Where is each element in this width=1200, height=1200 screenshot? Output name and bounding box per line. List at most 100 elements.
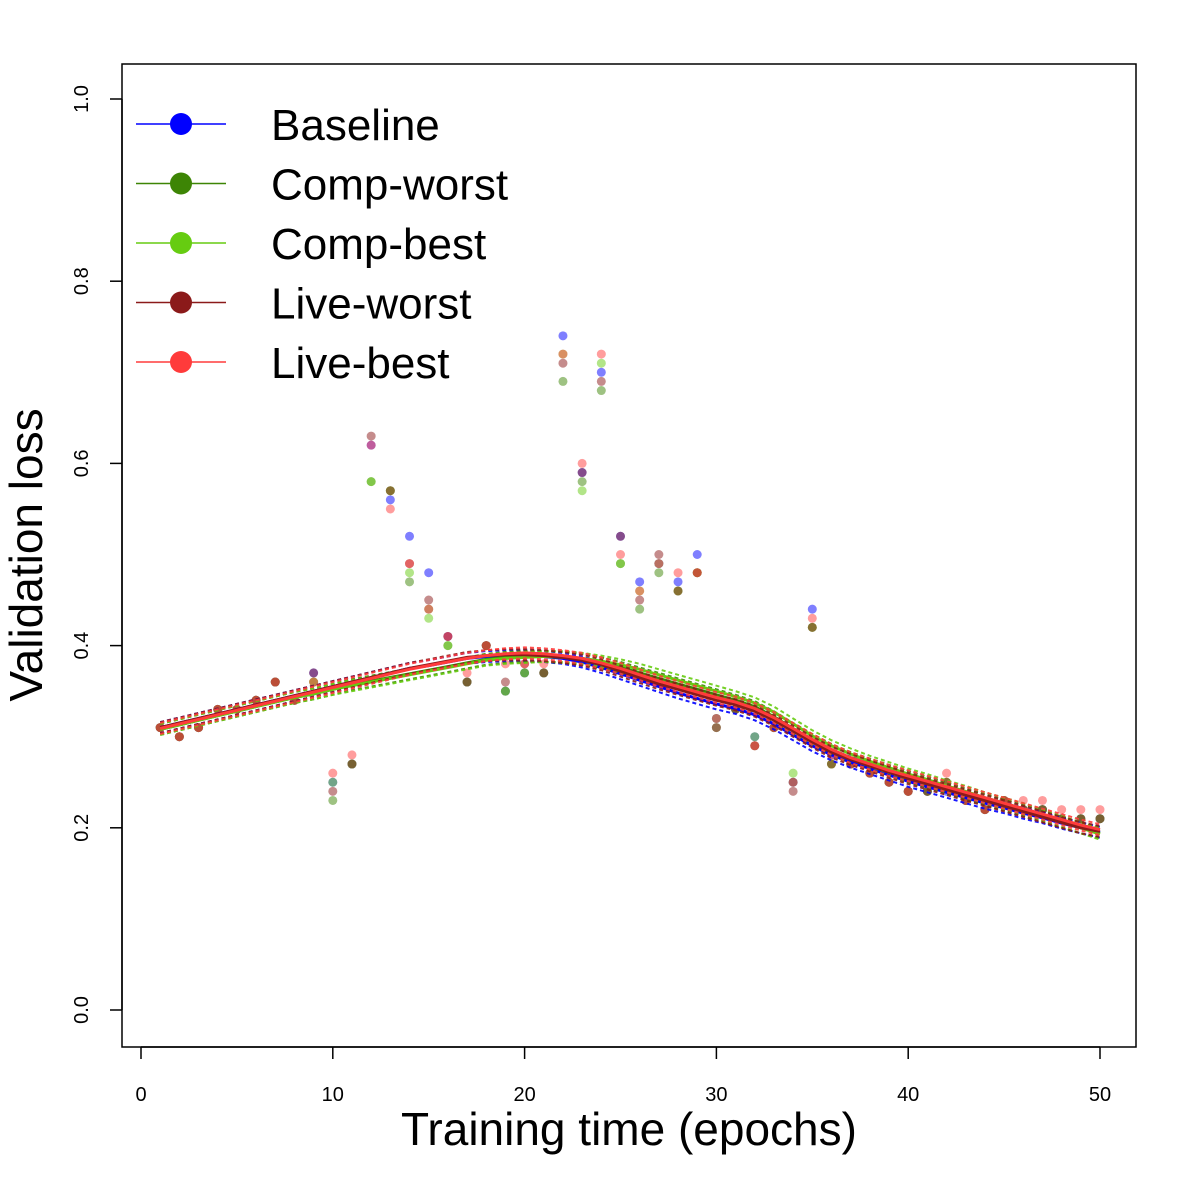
confidence-band-line <box>159 646 1101 826</box>
x-tick-label: 30 <box>705 1084 727 1106</box>
data-point <box>443 641 453 651</box>
x-tick-label: 50 <box>1089 1084 1111 1106</box>
legend-marker <box>170 172 192 195</box>
data-point <box>596 376 606 386</box>
confidence-band-line <box>159 660 1101 839</box>
data-point <box>692 568 702 578</box>
y-tick-label: 0.4 <box>71 632 93 660</box>
data-point <box>635 586 645 596</box>
data-point <box>616 559 625 569</box>
data-point <box>558 331 568 341</box>
data-point <box>385 504 395 514</box>
data-point <box>405 531 415 541</box>
data-point <box>366 431 376 441</box>
legend-label: Live-worst <box>271 280 472 329</box>
data-point <box>577 458 587 468</box>
legend-entry-live-worst: Live-worst <box>136 280 472 329</box>
legend-marker <box>170 113 192 135</box>
data-point <box>577 486 587 496</box>
y-tick-label: 0.0 <box>71 996 93 1024</box>
data-point <box>596 349 606 359</box>
confidence-band-line <box>159 657 1101 837</box>
data-point <box>347 759 357 769</box>
data-point <box>635 577 645 587</box>
y-axis-title: Validation loss <box>0 408 52 701</box>
data-point <box>635 604 645 614</box>
data-point <box>807 613 817 623</box>
x-tick-label: 20 <box>513 1084 535 1106</box>
data-point <box>520 668 530 678</box>
data-point <box>750 732 760 742</box>
data-point <box>1057 805 1067 815</box>
data-point <box>596 386 606 396</box>
data-point <box>577 477 587 487</box>
data-point <box>654 559 664 569</box>
data-point <box>481 641 491 651</box>
data-point <box>1076 805 1086 815</box>
data-point <box>424 568 434 578</box>
data-point <box>903 786 913 796</box>
y-axis: 0.0 0.2 0.4 0.6 0.8 1.0 <box>71 85 123 1024</box>
y-tick-label: 0.2 <box>71 814 93 842</box>
legend-label: Comp-best <box>271 220 486 269</box>
data-point <box>1095 805 1105 815</box>
data-point <box>424 613 434 623</box>
legend-marker <box>170 291 192 314</box>
data-point <box>788 777 798 787</box>
data-point <box>328 768 338 778</box>
data-point <box>328 786 338 796</box>
data-point <box>405 568 415 578</box>
legend-label: Comp-worst <box>271 161 508 210</box>
legend-label: Live-best <box>271 339 450 388</box>
data-point <box>443 631 453 641</box>
data-point <box>405 577 415 587</box>
data-point <box>884 777 894 787</box>
data-point <box>309 668 319 678</box>
data-point <box>692 550 702 559</box>
data-point <box>942 768 952 778</box>
data-point <box>807 622 817 632</box>
data-point <box>405 559 415 569</box>
confidence-band-line <box>159 648 1101 827</box>
trend-line <box>159 651 1101 832</box>
y-tick-label: 0.8 <box>71 267 93 295</box>
legend: Baseline Comp-worst Comp-best Live-worst Liv… <box>136 101 508 388</box>
data-point <box>711 723 721 733</box>
data-point <box>174 732 184 742</box>
data-point <box>366 440 376 450</box>
legend-entry-comp-best: Comp-best <box>136 220 486 269</box>
data-point <box>616 550 625 559</box>
data-point <box>654 550 664 559</box>
data-point <box>539 668 549 678</box>
data-point <box>1018 795 1028 805</box>
legend-entry-baseline: Baseline <box>136 101 440 150</box>
data-point <box>366 477 376 487</box>
data-point <box>424 604 434 614</box>
data-point <box>673 568 683 578</box>
data-point <box>424 595 434 605</box>
data-point <box>788 768 798 778</box>
y-tick-label: 0.6 <box>71 449 93 477</box>
legend-marker <box>170 351 192 373</box>
data-point <box>807 604 817 614</box>
data-point <box>596 367 606 377</box>
data-point <box>788 786 798 796</box>
data-point <box>558 376 568 386</box>
data-point <box>462 677 472 687</box>
data-point <box>270 677 280 687</box>
confidence-band-line <box>159 650 1101 830</box>
smooth-lines-layer <box>159 646 1101 841</box>
data-point <box>558 349 568 359</box>
data-point <box>500 686 510 696</box>
data-point <box>347 750 357 760</box>
data-point <box>385 495 395 505</box>
x-tick-label: 0 <box>135 1084 146 1106</box>
legend-entry-live-best: Live-best <box>136 339 450 388</box>
data-point <box>385 486 395 496</box>
legend-marker <box>170 232 192 254</box>
y-tick-label: 1.0 <box>71 85 93 113</box>
x-axis-title: Training time (epochs) <box>401 1103 857 1155</box>
data-point <box>328 777 338 787</box>
